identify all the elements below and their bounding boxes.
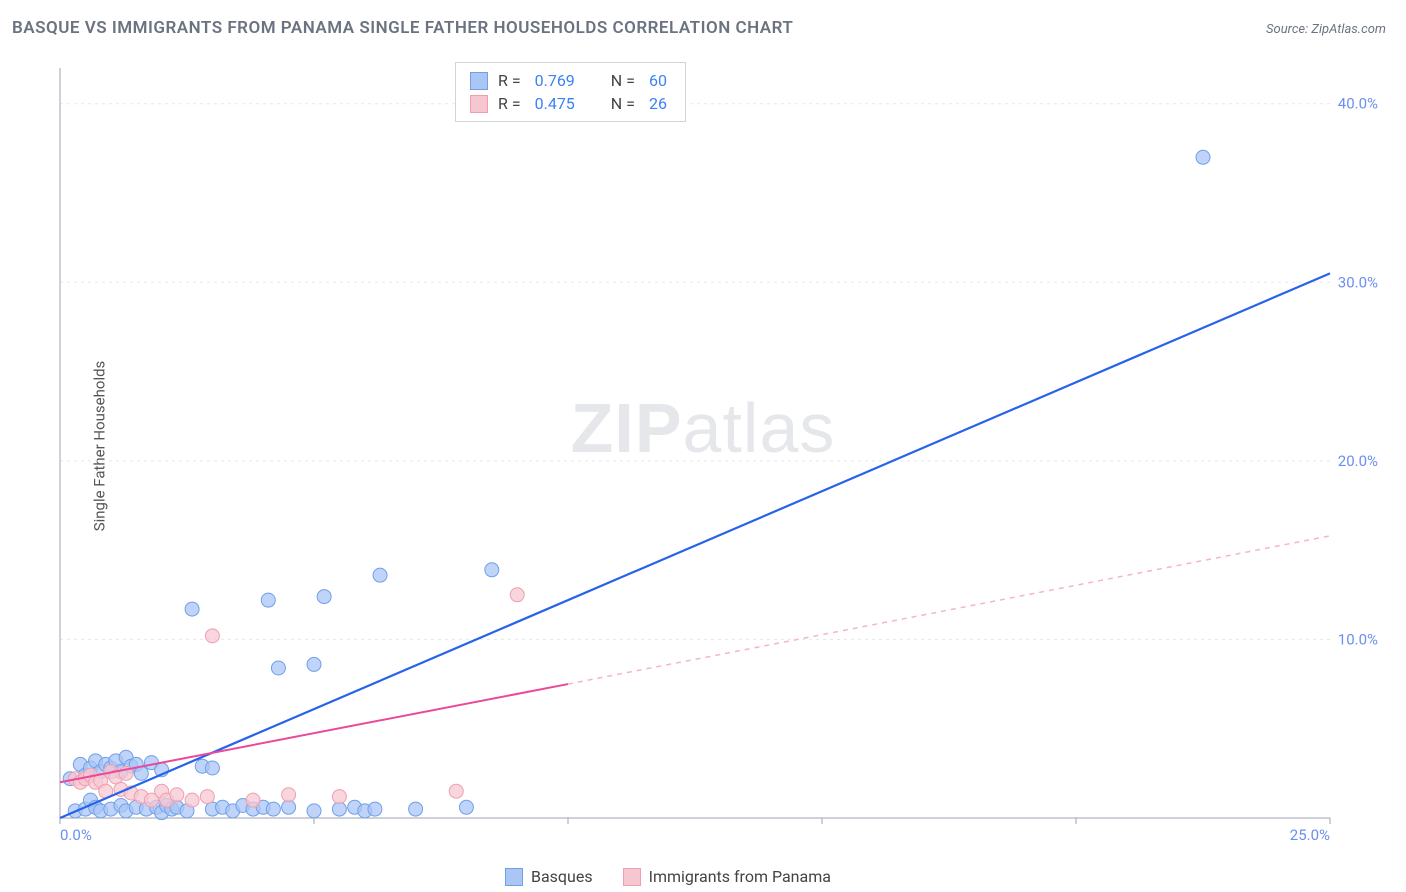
stats-row-basques: R = 0.769 N = 60 bbox=[470, 69, 671, 92]
swatch-panama bbox=[470, 95, 488, 113]
chart-title: BASQUE VS IMMIGRANTS FROM PANAMA SINGLE … bbox=[12, 18, 793, 38]
r-basques: 0.769 bbox=[535, 71, 575, 90]
legend-swatch-panama bbox=[623, 868, 641, 886]
swatch-basques bbox=[470, 72, 488, 90]
svg-text:30.0%: 30.0% bbox=[1338, 273, 1378, 291]
svg-text:20.0%: 20.0% bbox=[1338, 452, 1378, 470]
svg-text:40.0%: 40.0% bbox=[1338, 95, 1378, 113]
legend-label-panama: Immigrants from Panama bbox=[649, 867, 831, 886]
legend-item-basques: Basques bbox=[505, 867, 593, 886]
svg-text:10.0%: 10.0% bbox=[1338, 630, 1378, 648]
n-panama: 26 bbox=[649, 94, 667, 113]
svg-text:25.0%: 25.0% bbox=[1290, 826, 1330, 844]
n-basques: 60 bbox=[649, 71, 667, 90]
stats-row-panama: R = 0.475 N = 26 bbox=[470, 92, 671, 115]
legend-swatch-basques bbox=[505, 868, 523, 886]
chart-svg: 10.0% 20.0% 30.0% 40.0% 0.0% 25.0% bbox=[50, 58, 1390, 858]
legend-item-panama: Immigrants from Panama bbox=[623, 867, 831, 886]
plot-area: 10.0% 20.0% 30.0% 40.0% 0.0% 25.0% bbox=[50, 58, 1390, 858]
source-attribution: Source: ZipAtlas.com bbox=[1266, 22, 1386, 37]
r-panama: 0.475 bbox=[535, 94, 575, 113]
chart-container: BASQUE VS IMMIGRANTS FROM PANAMA SINGLE … bbox=[0, 0, 1406, 892]
stats-legend: R = 0.769 N = 60 R = 0.475 N = 26 bbox=[455, 62, 686, 122]
bottom-legend: Basques Immigrants from Panama bbox=[505, 867, 831, 886]
legend-label-basques: Basques bbox=[531, 867, 593, 886]
svg-text:0.0%: 0.0% bbox=[60, 826, 92, 844]
